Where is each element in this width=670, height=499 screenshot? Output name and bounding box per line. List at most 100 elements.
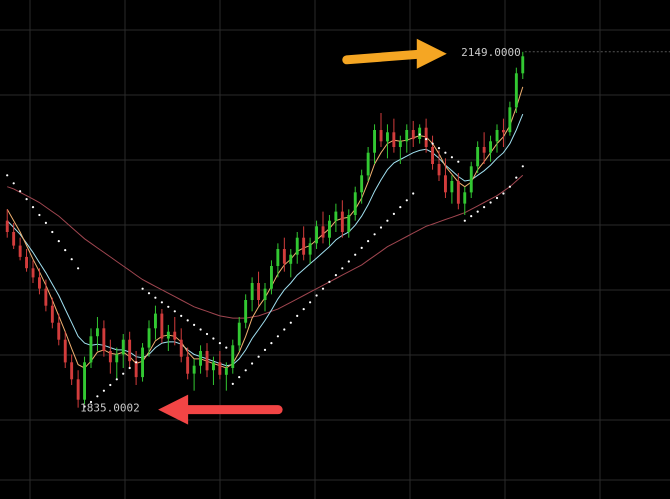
candle-body [302, 237, 306, 255]
candle [231, 339, 235, 374]
candle [166, 324, 170, 351]
candle-body [186, 356, 190, 374]
candle [328, 215, 331, 246]
sar-dot [51, 230, 54, 234]
sar-dot [521, 165, 524, 168]
high-arrow [342, 38, 447, 69]
sar-dot [502, 192, 505, 195]
candle-body [424, 127, 428, 147]
candle [18, 237, 22, 261]
candle [212, 356, 215, 385]
sar-dot [444, 151, 447, 154]
candle-body [373, 130, 376, 153]
sar-dot [64, 249, 67, 252]
sar-dot [418, 133, 421, 136]
sar-dot [25, 198, 28, 201]
candle-body [347, 215, 351, 232]
sar-dot [218, 342, 221, 345]
sar-dot [405, 199, 408, 202]
candle-body [205, 351, 209, 371]
candle-body [244, 300, 248, 323]
sar-dot [199, 328, 202, 331]
candle-body [50, 305, 54, 323]
candle [173, 317, 177, 346]
low-arrow [158, 394, 283, 425]
candle-body [25, 256, 28, 269]
candle [321, 211, 325, 244]
sar-dot [102, 389, 105, 392]
candle [308, 237, 312, 264]
candle [263, 283, 267, 312]
candle [495, 124, 499, 153]
candle-body [270, 266, 273, 289]
sar-dot [328, 280, 331, 283]
candle [373, 124, 376, 164]
candle-body [315, 226, 318, 244]
candle-body [334, 211, 338, 221]
candle [237, 317, 241, 351]
sar-dot [309, 301, 312, 304]
sar-dot [83, 405, 86, 408]
candle [147, 320, 151, 357]
sar-dot [425, 138, 428, 141]
candle [108, 339, 112, 374]
sar-dot [431, 142, 434, 145]
candle [463, 186, 467, 215]
candle-body [38, 277, 41, 289]
candle-body [212, 362, 215, 371]
candle-body [328, 220, 331, 238]
sar-dot [483, 206, 486, 209]
sar-dot [392, 212, 395, 215]
sar-dot [457, 160, 460, 163]
sar-dot [515, 176, 518, 179]
candle [192, 358, 196, 391]
candle [57, 313, 61, 346]
candle-body [321, 226, 325, 238]
sar-dot [160, 301, 163, 304]
sar-dot [115, 378, 118, 381]
candle [482, 132, 486, 164]
arrow-head [158, 394, 189, 425]
candle [302, 226, 306, 261]
candle-body [353, 192, 357, 215]
candle [31, 260, 35, 283]
candle-body [83, 362, 86, 400]
candle [160, 309, 164, 344]
candle-body [392, 132, 396, 147]
sar-dot [257, 355, 260, 358]
candle [521, 51, 525, 79]
candle-body [386, 132, 389, 142]
candle [83, 356, 86, 405]
candle [353, 186, 357, 221]
ma-fast-line [6, 86, 524, 369]
sar-dot [283, 328, 286, 331]
candle [360, 169, 364, 204]
candle-body [514, 73, 518, 108]
sar-dot [367, 240, 370, 243]
candle-body [411, 130, 415, 140]
candle-body [360, 175, 364, 193]
sar-dot [12, 182, 15, 185]
candle-body [237, 322, 241, 346]
arrow-shaft [342, 49, 430, 65]
candle [179, 328, 183, 363]
candle-body [521, 56, 525, 74]
sar-dot [386, 219, 389, 222]
candle-body [289, 254, 293, 264]
candle [96, 317, 99, 351]
high-price-label: 2149.0000 [461, 46, 521, 59]
sar-dot [205, 332, 209, 336]
sar-dot [96, 395, 99, 398]
candle [411, 120, 415, 147]
candle-body [115, 354, 119, 363]
candle-body [257, 283, 260, 300]
candle-body [476, 147, 480, 167]
candle-body [89, 336, 93, 363]
candle [115, 347, 119, 380]
sar-dot [154, 296, 157, 299]
sar-dot [360, 246, 363, 249]
candle-body [437, 164, 441, 176]
candle-body [12, 232, 16, 246]
candle-body [96, 328, 99, 337]
